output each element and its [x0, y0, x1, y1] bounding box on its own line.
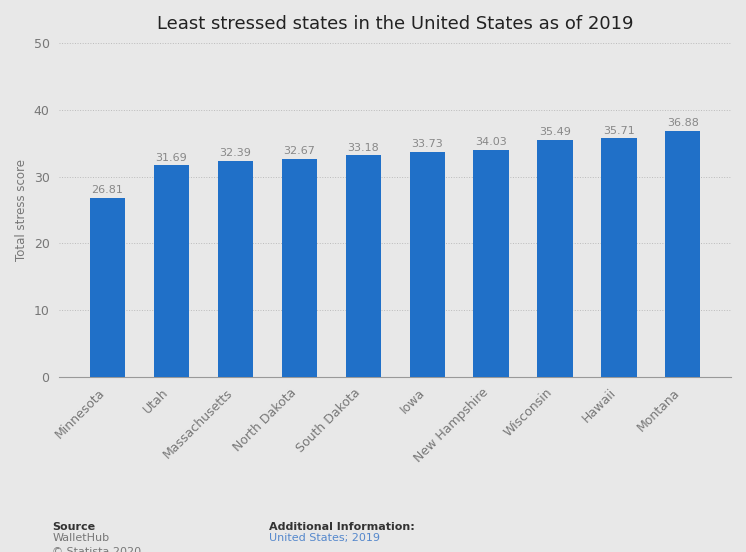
Bar [282, 158, 317, 377]
Y-axis label: Total stress score: Total stress score [15, 159, 28, 261]
Text: 33.18: 33.18 [348, 142, 379, 152]
Text: 32.39: 32.39 [219, 148, 251, 158]
Bar [665, 131, 700, 377]
Text: 32.67: 32.67 [283, 146, 315, 156]
Text: United States; 2019: United States; 2019 [269, 533, 380, 543]
Bar [474, 150, 509, 377]
Bar [345, 155, 380, 377]
Bar [90, 198, 125, 377]
Bar [154, 165, 189, 377]
Text: WalletHub
© Statista 2020: WalletHub © Statista 2020 [52, 533, 141, 552]
Bar [410, 152, 445, 377]
Bar [537, 140, 573, 377]
Title: Least stressed states in the United States as of 2019: Least stressed states in the United Stat… [157, 15, 633, 33]
Text: 35.49: 35.49 [539, 127, 571, 137]
Text: 31.69: 31.69 [155, 152, 187, 163]
Text: Source: Source [52, 522, 95, 532]
Text: Additional Information:: Additional Information: [269, 522, 414, 532]
Bar [601, 139, 636, 377]
Text: 35.71: 35.71 [603, 126, 635, 136]
Text: 26.81: 26.81 [92, 185, 123, 195]
Text: 33.73: 33.73 [411, 139, 443, 149]
Bar [218, 161, 253, 377]
Text: 34.03: 34.03 [475, 137, 507, 147]
Text: 36.88: 36.88 [667, 118, 699, 128]
